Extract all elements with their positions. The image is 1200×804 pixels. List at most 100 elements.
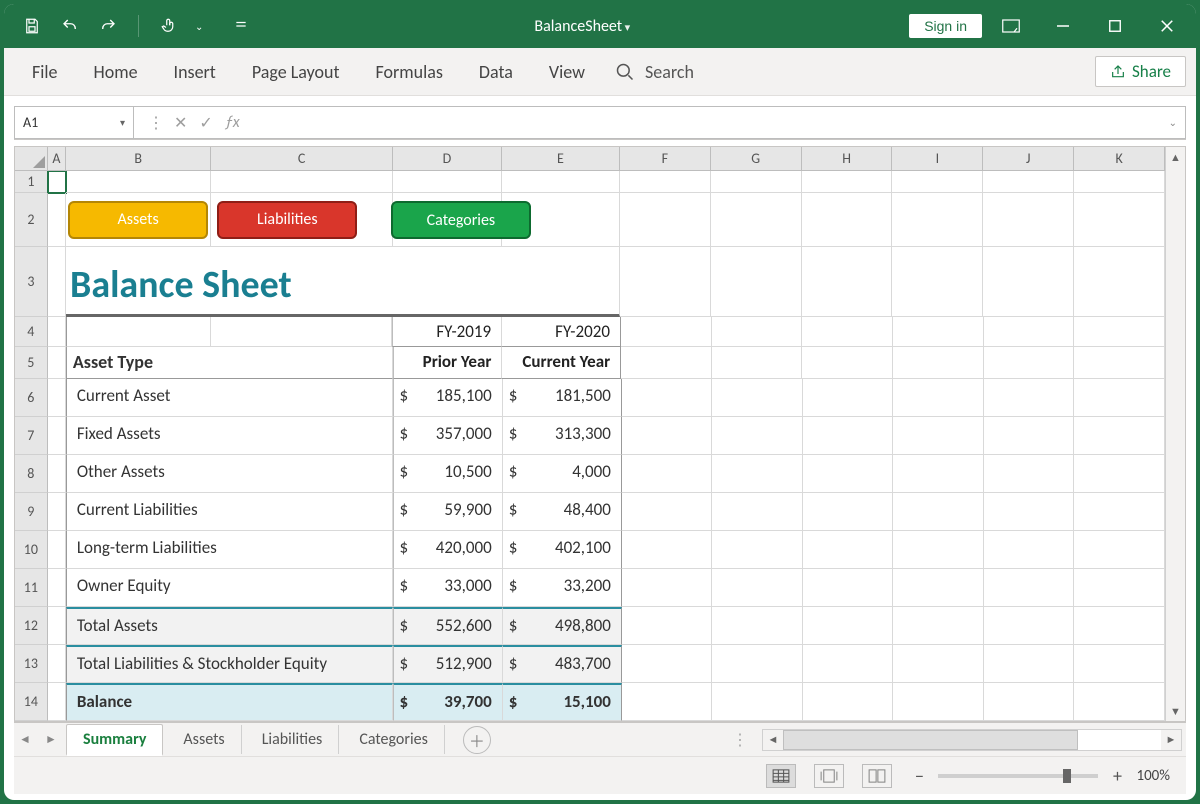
cell-a1[interactable] xyxy=(48,171,66,193)
scroll-up-icon[interactable]: ▲ xyxy=(1166,147,1186,167)
close-icon[interactable] xyxy=(1144,4,1190,48)
table-row-label[interactable]: Current Liabilities xyxy=(66,493,393,531)
qat-overflow-icon[interactable] xyxy=(227,19,255,33)
table-row-current[interactable]: $313,300 xyxy=(503,417,622,455)
page-break-view-icon[interactable] xyxy=(862,764,892,788)
grid[interactable]: A B C D E F G H I J K 1 xyxy=(15,147,1165,721)
table-row-label[interactable]: Fixed Assets xyxy=(66,417,393,455)
save-icon[interactable] xyxy=(18,17,46,35)
sign-in-button[interactable]: Sign in xyxy=(909,14,982,38)
balance-prior[interactable]: $39,700 xyxy=(393,683,503,721)
row-header[interactable]: 8 xyxy=(15,455,48,493)
categories-button[interactable]: Categories xyxy=(391,201,531,239)
fy-current-header[interactable]: FY-2020 xyxy=(502,317,621,347)
tab-nav-next-icon[interactable]: ► xyxy=(40,732,62,747)
name-box[interactable]: A1 ▾ xyxy=(14,106,134,139)
row-header[interactable]: 11 xyxy=(15,569,48,607)
normal-view-icon[interactable] xyxy=(766,764,796,788)
tab-file[interactable]: File xyxy=(28,55,62,89)
fx-more-icon[interactable]: ⋮ xyxy=(148,113,162,133)
name-box-dropdown-icon[interactable]: ▾ xyxy=(120,116,125,129)
scroll-left-icon[interactable]: ◄ xyxy=(763,730,783,750)
col-header[interactable]: E xyxy=(502,147,620,170)
row-header[interactable]: 5 xyxy=(15,347,48,379)
tab-insert[interactable]: Insert xyxy=(170,55,220,89)
share-button[interactable]: Share xyxy=(1095,56,1186,87)
undo-icon[interactable] xyxy=(56,17,84,35)
row-header[interactable]: 3 xyxy=(15,247,48,317)
row-header[interactable]: 2 xyxy=(15,193,48,247)
asset-type-header[interactable]: Asset Type xyxy=(66,347,393,379)
table-row-label[interactable]: Long-term Liabilities xyxy=(66,531,393,569)
scroll-down-icon[interactable]: ▼ xyxy=(1166,701,1186,721)
total-assets-prior[interactable]: $552,600 xyxy=(393,607,503,645)
balance-label[interactable]: Balance xyxy=(66,683,393,721)
col-header[interactable]: F xyxy=(620,147,711,170)
row-header[interactable]: 7 xyxy=(15,417,48,455)
zoom-out-icon[interactable]: − xyxy=(910,765,928,787)
page-layout-view-icon[interactable] xyxy=(814,764,844,788)
total-liab-eq-prior[interactable]: $512,900 xyxy=(393,645,503,683)
add-sheet-button[interactable]: ＋ xyxy=(463,726,491,754)
horizontal-scrollbar[interactable]: ◄ ► xyxy=(762,729,1182,751)
table-row-label[interactable]: Other Assets xyxy=(66,455,393,493)
row-header[interactable]: 14 xyxy=(15,683,48,721)
assets-button[interactable]: Assets xyxy=(68,201,208,239)
fx-enter-icon[interactable]: ✓ xyxy=(199,113,212,133)
table-row-prior[interactable]: $59,900 xyxy=(393,493,503,531)
row-header[interactable]: 6 xyxy=(15,379,48,417)
row-header[interactable]: 4 xyxy=(15,317,48,347)
tabs-split-handle[interactable]: ⋮ xyxy=(722,730,758,750)
table-row-current[interactable]: $33,200 xyxy=(503,569,622,607)
fx-label-icon[interactable]: ƒx xyxy=(225,113,240,132)
zoom-in-icon[interactable]: + xyxy=(1108,765,1126,787)
select-all-corner[interactable] xyxy=(15,147,48,170)
tab-view[interactable]: View xyxy=(545,55,589,89)
col-header[interactable]: D xyxy=(393,147,502,170)
row-header[interactable]: 12 xyxy=(15,607,48,645)
tab-nav-prev-icon[interactable]: ◄ xyxy=(14,732,36,747)
vertical-scrollbar[interactable]: ▲ ▼ xyxy=(1165,147,1185,721)
sheet-tab-assets[interactable]: Assets xyxy=(167,725,241,754)
table-row-label[interactable]: Current Asset xyxy=(66,379,393,417)
table-row-current[interactable]: $4,000 xyxy=(503,455,622,493)
tab-formulas[interactable]: Formulas xyxy=(372,55,447,89)
sheet-tab-categories[interactable]: Categories xyxy=(343,725,445,754)
balance-current[interactable]: $15,100 xyxy=(503,683,622,721)
col-header[interactable]: J xyxy=(983,147,1074,170)
minimize-icon[interactable] xyxy=(1040,4,1086,48)
maximize-icon[interactable] xyxy=(1092,4,1138,48)
current-year-header[interactable]: Current Year xyxy=(502,347,621,379)
table-row-current[interactable]: $181,500 xyxy=(503,379,622,417)
redo-icon[interactable] xyxy=(94,17,122,35)
row-header[interactable]: 10 xyxy=(15,531,48,569)
table-row-prior[interactable]: $10,500 xyxy=(393,455,503,493)
ribbon-display-options-icon[interactable] xyxy=(988,4,1034,48)
col-header[interactable]: A xyxy=(48,147,66,170)
col-header[interactable]: G xyxy=(711,147,802,170)
sheet-tab-liabilities[interactable]: Liabilities xyxy=(246,725,340,754)
document-title[interactable]: BalanceSheet xyxy=(534,17,630,36)
total-assets-current[interactable]: $498,800 xyxy=(503,607,622,645)
touch-mode-icon[interactable] xyxy=(155,16,183,36)
fx-cancel-icon[interactable]: ✕ xyxy=(174,113,187,133)
qat-dropdown-icon[interactable]: ⌄ xyxy=(195,20,203,33)
zoom-control[interactable]: − + 100% xyxy=(910,765,1170,787)
table-row-prior[interactable]: $33,000 xyxy=(393,569,503,607)
zoom-slider[interactable] xyxy=(938,774,1098,778)
total-liab-eq-label[interactable]: Total Liabilities & Stockholder Equity xyxy=(66,645,393,683)
liabilities-button[interactable]: Liabilities xyxy=(217,201,357,239)
zoom-percent[interactable]: 100% xyxy=(1136,767,1170,785)
col-header[interactable]: K xyxy=(1074,147,1165,170)
col-header[interactable]: B xyxy=(66,147,211,170)
tab-data[interactable]: Data xyxy=(475,55,517,89)
total-assets-label[interactable]: Total Assets xyxy=(66,607,393,645)
scroll-right-icon[interactable]: ► xyxy=(1161,730,1181,750)
table-row-current[interactable]: $402,100 xyxy=(503,531,622,569)
tab-page-layout[interactable]: Page Layout xyxy=(248,55,344,89)
table-row-prior[interactable]: $420,000 xyxy=(393,531,503,569)
row-header[interactable]: 9 xyxy=(15,493,48,531)
formula-input[interactable]: ⌄ xyxy=(254,106,1186,139)
table-row-prior[interactable]: $357,000 xyxy=(393,417,503,455)
fy-prior-header[interactable]: FY-2019 xyxy=(392,317,502,347)
